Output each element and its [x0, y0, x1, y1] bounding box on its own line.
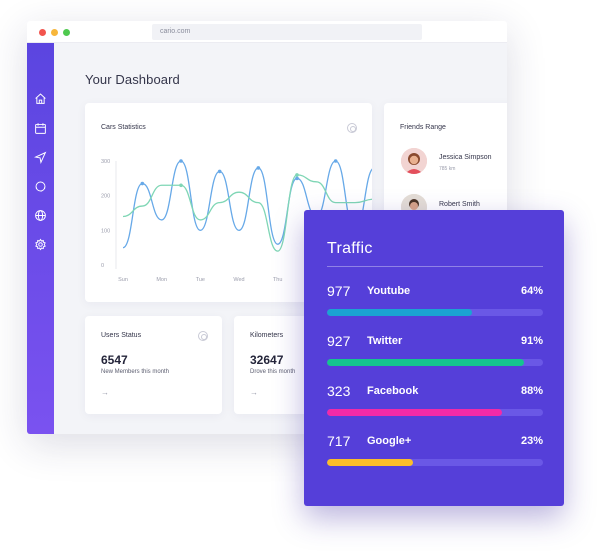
- traffic-row-twitter[interactable]: 927 Twitter 91%: [327, 333, 543, 373]
- series-line-2: [122, 174, 372, 252]
- browser-titlebar: cario.com: [27, 21, 507, 43]
- navigation-icon[interactable]: [32, 149, 49, 166]
- traffic-count: 927: [327, 333, 351, 349]
- traffic-title: Traffic: [327, 240, 373, 257]
- x-tick-label: Tue: [196, 277, 205, 283]
- minimize-window-button[interactable]: [51, 29, 58, 36]
- traffic-divider: [327, 266, 543, 267]
- data-point[interactable]: [295, 173, 299, 177]
- traffic-label: Google+: [367, 435, 412, 447]
- users-subtitle: New Members this month: [101, 369, 170, 375]
- traffic-progress-track: [327, 309, 543, 316]
- y-tick-label: 200: [101, 194, 110, 200]
- address-bar-url: cario.com: [160, 28, 191, 35]
- traffic-progress-fill: [327, 409, 502, 416]
- avatar[interactable]: [401, 148, 427, 174]
- traffic-row-youtube[interactable]: 977 Youtube 64%: [327, 283, 543, 323]
- y-tick-label: 100: [101, 228, 110, 234]
- data-point[interactable]: [256, 166, 261, 170]
- traffic-count: 323: [327, 383, 351, 399]
- friends-range-title: Friends Range: [400, 124, 446, 131]
- calendar-icon[interactable]: [32, 120, 49, 137]
- sidebar: [27, 43, 54, 434]
- kilometers-arrow-icon[interactable]: →: [250, 388, 258, 397]
- users-status-title: Users Status: [101, 332, 142, 339]
- traffic-count: 977: [327, 283, 351, 299]
- y-tick-label: 300: [101, 159, 110, 165]
- traffic-progress-track: [327, 409, 543, 416]
- traffic-percent: 64%: [520, 285, 543, 297]
- maximize-window-button[interactable]: [63, 29, 70, 36]
- settings-icon[interactable]: [32, 236, 49, 253]
- traffic-panel: Traffic 977 Youtube 64% 927 Twitter 91% …: [304, 210, 564, 506]
- users-status-card: Users Status 6547 New Members this month…: [85, 316, 222, 414]
- x-tick-label: Sun: [118, 277, 128, 283]
- kilometers-count: 32647: [250, 353, 284, 367]
- friend-name[interactable]: Robert Smith: [439, 201, 480, 208]
- users-arrow-icon[interactable]: →: [101, 388, 109, 397]
- users-settings-icon[interactable]: [198, 331, 208, 341]
- traffic-row-google-plus[interactable]: 717 Google+ 23%: [327, 433, 543, 473]
- traffic-label: Youtube: [367, 285, 411, 297]
- data-point[interactable]: [179, 183, 183, 188]
- cars-statistics-card: Cars Statistics 300 200 100 0 Sun Mon Tue Wed Th…: [85, 103, 372, 302]
- x-tick-label: Wed: [233, 277, 244, 283]
- globe-icon[interactable]: [32, 207, 49, 224]
- users-count: 6547: [101, 353, 128, 367]
- traffic-row-facebook[interactable]: 323 Facebook 88%: [327, 383, 543, 423]
- traffic-label: Twitter: [367, 335, 403, 347]
- close-window-button[interactable]: [39, 29, 46, 36]
- traffic-progress-track: [327, 459, 543, 466]
- home-icon[interactable]: [32, 90, 49, 107]
- data-point[interactable]: [333, 159, 338, 163]
- page-title: Your Dashboard: [85, 72, 180, 87]
- cars-settings-icon[interactable]: [347, 123, 357, 133]
- support-icon[interactable]: [32, 178, 49, 195]
- friend-name[interactable]: Jessica Simpson: [439, 154, 492, 161]
- traffic-count: 717: [327, 433, 351, 449]
- address-bar[interactable]: cario.com: [152, 24, 422, 40]
- kilometers-subtitle: Drove this month: [250, 369, 296, 375]
- data-point[interactable]: [295, 176, 299, 181]
- kilometers-title: Kilometers: [250, 332, 284, 339]
- traffic-progress-fill: [327, 309, 472, 316]
- friend-distance: 785 km: [439, 166, 456, 172]
- x-tick-label: Thu: [273, 277, 282, 283]
- traffic-progress-fill: [327, 459, 414, 466]
- data-point[interactable]: [179, 159, 183, 163]
- x-tick-label: Mon: [156, 277, 167, 283]
- traffic-label: Facebook: [367, 385, 419, 397]
- data-point[interactable]: [217, 169, 222, 174]
- traffic-percent: 88%: [520, 385, 543, 397]
- y-tick-label: 0: [101, 263, 104, 269]
- data-point[interactable]: [140, 181, 145, 186]
- traffic-percent: 91%: [520, 335, 543, 347]
- traffic-progress-track: [327, 359, 543, 366]
- traffic-progress-fill: [327, 359, 524, 366]
- traffic-percent: 23%: [520, 435, 543, 447]
- cars-statistics-title: Cars Statistics: [101, 124, 146, 131]
